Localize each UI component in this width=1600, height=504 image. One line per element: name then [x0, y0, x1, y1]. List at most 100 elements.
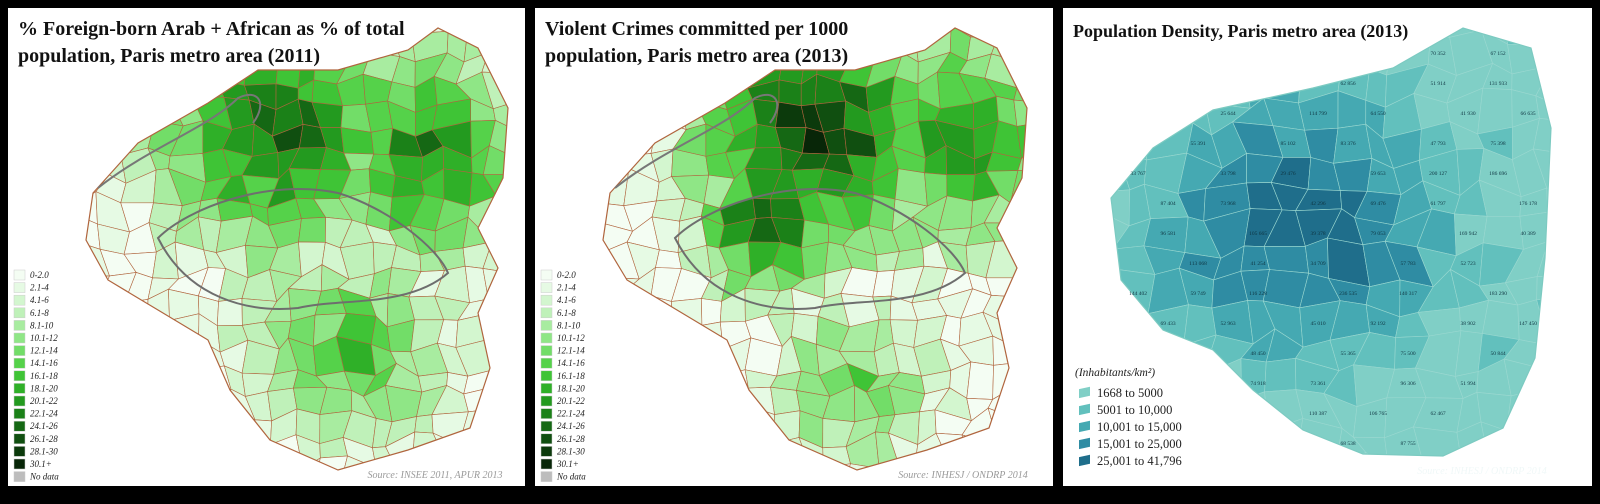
district	[298, 457, 321, 470]
source: Source: INSEE 2011, APUR 2013	[367, 470, 502, 481]
district	[168, 443, 207, 470]
district	[120, 431, 159, 470]
district	[244, 391, 272, 422]
district	[1572, 298, 1592, 348]
district	[1111, 148, 1131, 194]
district	[1275, 482, 1312, 486]
source: Source: INHESJ / ONDRP 2014	[898, 470, 1027, 481]
legend-label: 1668 to 5000	[1097, 386, 1163, 400]
district	[52, 363, 82, 400]
district	[145, 442, 174, 470]
district	[86, 455, 110, 470]
district	[603, 388, 616, 423]
district	[28, 224, 64, 246]
district	[602, 471, 624, 486]
district	[1204, 61, 1251, 109]
district	[719, 434, 755, 470]
district	[650, 313, 674, 353]
district-label: 144 402	[1129, 291, 1147, 297]
district	[655, 249, 682, 269]
legend-swatch	[13, 320, 26, 331]
district	[1539, 387, 1551, 432]
district	[842, 485, 873, 486]
district	[1480, 421, 1517, 456]
legend-label: 10,001 to 15,000	[1097, 420, 1182, 434]
legend-swatch	[13, 332, 26, 344]
district	[268, 483, 299, 486]
district	[1063, 58, 1101, 99]
district	[1116, 148, 1147, 191]
legend-swatch	[540, 395, 553, 407]
district	[551, 123, 588, 160]
district	[697, 419, 735, 445]
district	[535, 155, 566, 175]
district	[630, 391, 661, 425]
district	[818, 463, 851, 470]
district-label: 33 767	[1130, 171, 1145, 177]
district	[515, 152, 525, 175]
district	[1352, 436, 1389, 456]
district	[298, 216, 326, 243]
district-label: 51 994	[1460, 381, 1475, 387]
district	[603, 298, 606, 327]
district	[575, 99, 602, 123]
district-label: 73 361	[1310, 381, 1325, 387]
district	[656, 365, 680, 393]
district	[535, 124, 552, 160]
district	[995, 28, 1022, 39]
districts	[10, 28, 525, 486]
district	[699, 483, 734, 486]
district	[86, 76, 88, 112]
district-label: 51 914	[1430, 81, 1445, 87]
district	[414, 414, 434, 434]
district	[731, 483, 749, 486]
district	[1574, 345, 1592, 369]
district	[768, 455, 807, 470]
legend-label: No data	[29, 472, 59, 482]
district-label: 114 799	[1309, 111, 1327, 117]
district-label: 183 290	[1489, 291, 1507, 297]
legend-label: 26.1-28	[30, 434, 58, 444]
district	[1359, 451, 1403, 456]
district	[10, 365, 30, 399]
district	[1581, 123, 1592, 156]
district	[1006, 195, 1027, 224]
legend-swatch	[540, 282, 553, 293]
legend-swatch	[540, 420, 553, 432]
district	[1019, 420, 1027, 444]
district	[512, 37, 525, 61]
district-label: 200 127	[1429, 171, 1447, 177]
district	[1507, 43, 1551, 75]
district	[492, 28, 508, 38]
district	[63, 314, 84, 348]
legend-swatch	[540, 471, 553, 482]
district	[1360, 480, 1402, 486]
legend-label: 15,001 to 25,000	[1097, 437, 1182, 451]
district-label: 48 450	[1250, 351, 1265, 357]
district	[604, 320, 631, 352]
district-label: 66 635	[1520, 111, 1535, 117]
district-label: 113 068	[1189, 261, 1207, 267]
legend-swatch	[13, 471, 26, 482]
district	[1264, 358, 1297, 393]
legend-swatch	[540, 458, 553, 470]
district	[265, 464, 304, 470]
region-outline	[602, 27, 1028, 471]
district	[1546, 187, 1551, 213]
district	[1580, 211, 1592, 252]
district	[603, 169, 613, 204]
legend-swatch	[1079, 437, 1090, 450]
district	[1539, 417, 1551, 456]
district	[86, 96, 100, 136]
district	[1547, 210, 1551, 253]
legend-label: 2.1-4	[30, 283, 49, 293]
district	[672, 79, 710, 101]
map: 0-2.0 2.1-4 4.1-6 6.1-8 8.1-10 10.1-12 12.1-14…	[10, 27, 525, 486]
district	[489, 338, 508, 371]
district	[1563, 395, 1592, 436]
district	[1111, 189, 1131, 227]
district	[1111, 61, 1133, 100]
district	[1432, 480, 1463, 486]
legend-label: 6.1-8	[557, 308, 576, 318]
district	[480, 227, 508, 247]
